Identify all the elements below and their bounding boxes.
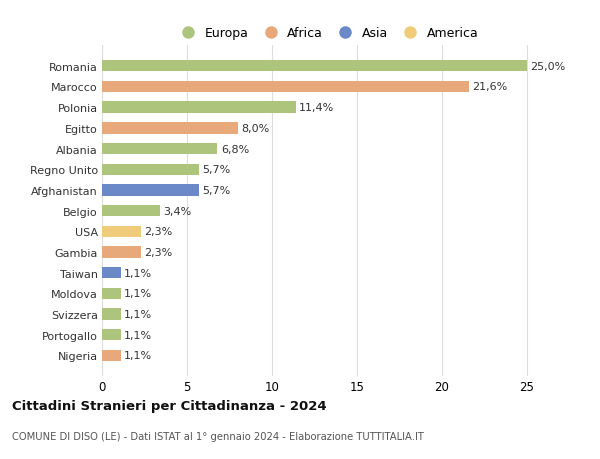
Bar — [102, 185, 199, 196]
Text: 5,7%: 5,7% — [202, 165, 230, 175]
Bar — [102, 288, 121, 299]
Bar — [102, 226, 141, 237]
Text: 6,8%: 6,8% — [221, 144, 249, 154]
Text: 1,1%: 1,1% — [124, 289, 152, 299]
Bar — [102, 309, 121, 320]
Text: 11,4%: 11,4% — [299, 103, 334, 113]
Text: 8,0%: 8,0% — [241, 123, 269, 134]
Bar — [102, 144, 217, 155]
Bar — [102, 268, 121, 279]
Legend: Europa, Africa, Asia, America: Europa, Africa, Asia, America — [170, 22, 484, 45]
Text: Cittadini Stranieri per Cittadinanza - 2024: Cittadini Stranieri per Cittadinanza - 2… — [12, 399, 326, 412]
Text: 1,1%: 1,1% — [124, 351, 152, 361]
Bar — [102, 164, 199, 175]
Text: 21,6%: 21,6% — [472, 82, 508, 92]
Text: 5,7%: 5,7% — [202, 185, 230, 196]
Text: 1,1%: 1,1% — [124, 309, 152, 319]
Text: 2,3%: 2,3% — [145, 227, 173, 237]
Bar — [102, 330, 121, 341]
Bar — [102, 206, 160, 217]
Bar — [102, 350, 121, 361]
Bar — [102, 82, 469, 93]
Bar — [102, 102, 296, 113]
Text: 2,3%: 2,3% — [145, 247, 173, 257]
Text: 25,0%: 25,0% — [530, 62, 565, 72]
Text: COMUNE DI DISO (LE) - Dati ISTAT al 1° gennaio 2024 - Elaborazione TUTTITALIA.IT: COMUNE DI DISO (LE) - Dati ISTAT al 1° g… — [12, 431, 424, 442]
Bar — [102, 123, 238, 134]
Bar — [102, 247, 141, 258]
Bar — [102, 61, 527, 72]
Text: 1,1%: 1,1% — [124, 268, 152, 278]
Text: 3,4%: 3,4% — [163, 206, 191, 216]
Text: 1,1%: 1,1% — [124, 330, 152, 340]
